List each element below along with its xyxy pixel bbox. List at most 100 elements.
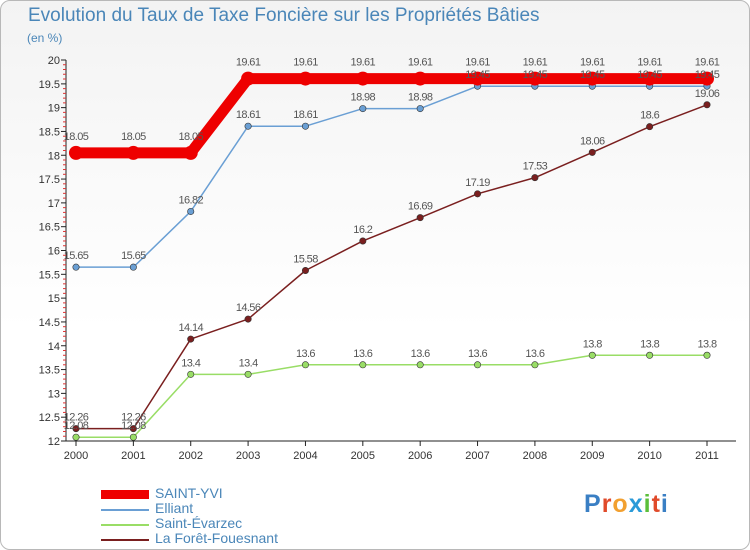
y-tick-label: 19 — [48, 103, 60, 115]
data-label: 19.61 — [408, 57, 433, 69]
data-point — [474, 361, 482, 369]
data-point — [244, 315, 252, 323]
data-label: 16.2 — [353, 224, 372, 236]
y-unit-label: (en %) — [27, 31, 63, 45]
data-label: 15.58 — [293, 254, 318, 266]
series-line-La Forêt-Fouesnant — [75, 104, 708, 430]
data-point — [129, 263, 137, 271]
data-point — [703, 101, 711, 109]
data-label: 19.45 — [637, 69, 662, 81]
data-point — [703, 351, 711, 359]
data-label: 12.26 — [121, 412, 146, 424]
x-tick-label: 2002 — [178, 450, 202, 462]
data-label: 12.08 — [121, 420, 146, 432]
data-label: 14.56 — [236, 302, 261, 314]
y-tick-label: 19.5 — [39, 79, 60, 91]
legend-label-elliant: Elliant — [155, 500, 194, 516]
legend-label-la-foret-fouesnant: La Forêt-Fouesnant — [155, 530, 278, 546]
data-point — [416, 105, 424, 113]
data-point — [359, 237, 367, 245]
logo-letter: x — [628, 490, 644, 518]
y-tick-label: 15 — [48, 293, 60, 305]
logo-letter: P — [584, 490, 602, 518]
x-tick-label: 2008 — [523, 450, 547, 462]
data-point — [187, 207, 195, 215]
y-tick-label: 13.5 — [39, 365, 60, 377]
data-label: 19.61 — [351, 57, 376, 69]
data-label: 19.45 — [465, 69, 490, 81]
data-label: 19.61 — [637, 57, 662, 69]
data-point — [413, 71, 428, 86]
y-tick-label: 18 — [48, 150, 60, 162]
data-point — [298, 71, 313, 86]
data-point — [301, 122, 309, 130]
data-point — [69, 145, 83, 160]
data-label: 16.69 — [408, 201, 433, 213]
data-label: 18.61 — [293, 109, 318, 121]
x-tick-label: 2003 — [236, 450, 260, 462]
legend-label-saint-evarzec: Saint-Évarzec — [155, 515, 243, 531]
data-label: 13.6 — [525, 348, 544, 360]
data-label: 13.8 — [640, 338, 659, 350]
data-point — [126, 145, 141, 160]
data-label: 19.06 — [695, 88, 720, 100]
data-point — [359, 105, 367, 113]
y-tick-label: 17.5 — [39, 174, 60, 186]
x-tick-label: 2009 — [580, 450, 604, 462]
y-tick-label: 17 — [48, 198, 60, 210]
data-label: 13.6 — [468, 348, 487, 360]
data-point — [359, 361, 367, 369]
data-point — [700, 71, 714, 86]
data-point — [416, 361, 424, 369]
y-tick-label: 18.5 — [39, 126, 60, 138]
data-point — [129, 425, 137, 433]
logo-letter: o — [612, 490, 629, 518]
data-point — [588, 351, 596, 359]
y-tick-label: 15.5 — [39, 269, 60, 281]
data-label: 17.53 — [523, 161, 548, 173]
data-label: 13.8 — [583, 338, 602, 350]
y-tick-label: 12.5 — [39, 412, 60, 424]
y-tick-label: 13 — [48, 388, 60, 400]
x-tick-label: 2011 — [695, 450, 719, 462]
proxiti-logo: Proxiti — [584, 490, 669, 519]
y-tick-label: 12 — [48, 436, 60, 448]
legend-swatch-elliant — [101, 509, 149, 511]
data-label: 19.61 — [580, 57, 605, 69]
data-point — [646, 123, 654, 131]
data-point — [183, 145, 198, 160]
y-tick-label: 14.5 — [39, 317, 60, 329]
x-tick-label: 2000 — [64, 450, 88, 462]
data-label: 19.45 — [695, 69, 720, 81]
data-point — [588, 148, 596, 156]
legend-swatch-saint-yvi — [101, 490, 149, 499]
data-label: 13.4 — [181, 357, 200, 369]
x-tick-label: 2001 — [121, 450, 145, 462]
data-label: 14.14 — [178, 322, 203, 334]
data-point — [301, 361, 309, 369]
y-tick-label: 16.5 — [39, 222, 60, 234]
data-label: 12.08 — [64, 420, 89, 432]
data-point — [646, 351, 654, 359]
data-label: 18.05 — [121, 131, 146, 143]
data-point — [527, 71, 542, 86]
data-point — [72, 263, 80, 271]
logo-letter: r — [601, 490, 613, 518]
data-point — [474, 190, 482, 198]
data-label: 13.8 — [697, 338, 716, 350]
legend-swatch-la-foret-fouesnant — [101, 539, 149, 541]
data-label: 15.65 — [121, 250, 146, 262]
data-label: 13.6 — [296, 348, 315, 360]
y-tick-label: 14 — [48, 341, 60, 353]
data-label: 18.05 — [64, 131, 89, 143]
data-point — [241, 71, 256, 86]
logo-letter: i — [643, 490, 652, 518]
x-tick-label: 2005 — [351, 450, 375, 462]
x-tick-label: 2007 — [465, 450, 489, 462]
logo-letter: t — [651, 490, 661, 518]
series-line-Elliant — [75, 85, 708, 268]
data-point — [531, 174, 539, 182]
x-tick-label: 2006 — [408, 450, 432, 462]
data-label: 16.82 — [178, 194, 203, 206]
data-label: 13.6 — [353, 348, 372, 360]
